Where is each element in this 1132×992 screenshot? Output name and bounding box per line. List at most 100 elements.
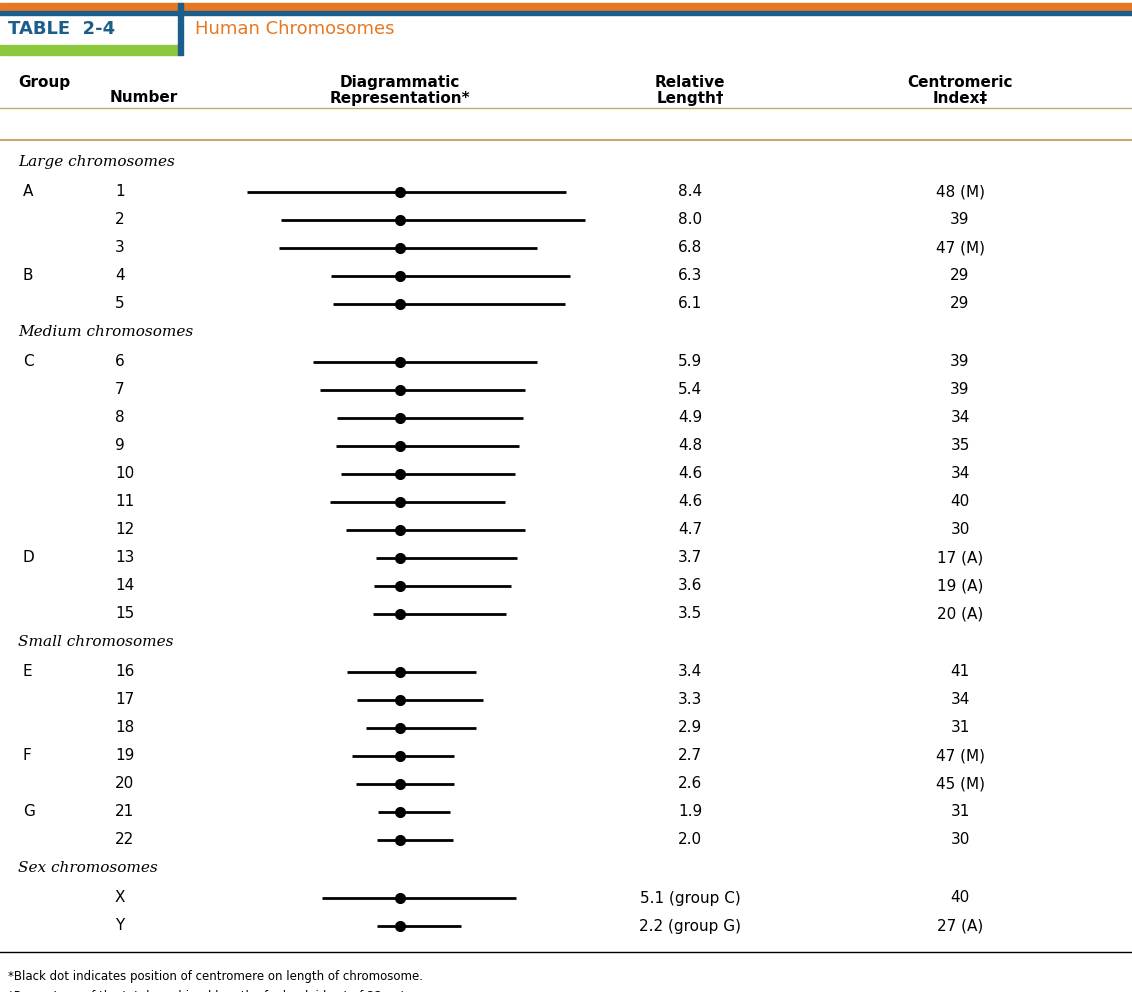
Text: 11: 11 <box>115 494 135 510</box>
Text: 40: 40 <box>951 891 970 906</box>
Text: 12: 12 <box>115 523 135 538</box>
Text: Centromeric: Centromeric <box>907 75 1013 90</box>
Text: 19: 19 <box>115 749 135 764</box>
Text: 2.7: 2.7 <box>678 749 702 764</box>
Text: X: X <box>115 891 126 906</box>
Text: 45 (M): 45 (M) <box>935 777 985 792</box>
Text: *Black dot indicates position of centromere on length of chromosome.: *Black dot indicates position of centrom… <box>8 970 423 983</box>
Text: 30: 30 <box>950 523 970 538</box>
Text: 34: 34 <box>950 411 970 426</box>
Text: 10: 10 <box>115 466 135 481</box>
Text: 47 (M): 47 (M) <box>935 749 985 764</box>
Text: 2.9: 2.9 <box>678 720 702 735</box>
Text: 17: 17 <box>115 692 135 707</box>
Text: TABLE  2-4: TABLE 2-4 <box>8 20 115 38</box>
Text: 31: 31 <box>950 805 970 819</box>
Text: 5: 5 <box>115 297 125 311</box>
Text: 48 (M): 48 (M) <box>935 185 985 199</box>
Text: C: C <box>23 354 34 369</box>
Text: 6.3: 6.3 <box>678 269 702 284</box>
Text: 6: 6 <box>115 354 125 369</box>
Text: 29: 29 <box>950 297 970 311</box>
Text: 47 (M): 47 (M) <box>935 240 985 256</box>
Text: Representation*: Representation* <box>329 91 470 106</box>
Text: 7: 7 <box>115 383 125 398</box>
Text: 21: 21 <box>115 805 135 819</box>
Text: 35: 35 <box>950 438 970 453</box>
Text: 1: 1 <box>115 185 125 199</box>
Text: 40: 40 <box>951 494 970 510</box>
Text: 4.6: 4.6 <box>678 466 702 481</box>
Text: 13: 13 <box>115 551 135 565</box>
Bar <box>0 45 178 51</box>
Text: 9: 9 <box>115 438 125 453</box>
Text: 6.8: 6.8 <box>678 240 702 256</box>
Text: 34: 34 <box>950 692 970 707</box>
Text: 27 (A): 27 (A) <box>937 919 983 933</box>
Text: 18: 18 <box>115 720 135 735</box>
Text: 4.8: 4.8 <box>678 438 702 453</box>
Text: 2.2 (group G): 2.2 (group G) <box>638 919 741 933</box>
Text: B: B <box>23 269 34 284</box>
Text: D: D <box>23 551 35 565</box>
Text: 8.0: 8.0 <box>678 212 702 227</box>
Bar <box>178 3 183 55</box>
Text: 41: 41 <box>951 665 970 680</box>
Text: 4.7: 4.7 <box>678 523 702 538</box>
Text: 22: 22 <box>115 832 135 847</box>
Text: 8.4: 8.4 <box>678 185 702 199</box>
Text: Group: Group <box>18 75 70 90</box>
Text: 14: 14 <box>115 578 135 593</box>
Text: Relative: Relative <box>654 75 726 90</box>
Text: 39: 39 <box>950 212 970 227</box>
Text: 30: 30 <box>950 832 970 847</box>
Text: 5.4: 5.4 <box>678 383 702 398</box>
Text: A: A <box>23 185 33 199</box>
Bar <box>0 11 1132 15</box>
Text: 3.3: 3.3 <box>678 692 702 707</box>
Text: 5.1 (group C): 5.1 (group C) <box>640 891 740 906</box>
Text: 3.5: 3.5 <box>678 606 702 622</box>
Text: 6.1: 6.1 <box>678 297 702 311</box>
Text: 2: 2 <box>115 212 125 227</box>
Text: 8: 8 <box>115 411 125 426</box>
Text: 20: 20 <box>115 777 135 792</box>
Text: 2.0: 2.0 <box>678 832 702 847</box>
Text: 20 (A): 20 (A) <box>937 606 983 622</box>
Text: †Percentage of the total combined length of a haploid set of 22 autosomes.: †Percentage of the total combined length… <box>8 990 454 992</box>
Text: 16: 16 <box>115 665 135 680</box>
Text: 29: 29 <box>950 269 970 284</box>
Text: 5.9: 5.9 <box>678 354 702 369</box>
Text: Y: Y <box>115 919 125 933</box>
Text: F: F <box>23 749 32 764</box>
Text: Human Chromosomes: Human Chromosomes <box>195 20 394 38</box>
Text: Number: Number <box>110 90 178 105</box>
Text: 4.6: 4.6 <box>678 494 702 510</box>
Text: G: G <box>23 805 35 819</box>
Text: 3.6: 3.6 <box>678 578 702 593</box>
Text: Large chromosomes: Large chromosomes <box>18 155 174 169</box>
Text: Length†: Length† <box>657 91 723 106</box>
Text: Index‡: Index‡ <box>933 91 987 106</box>
Text: Medium chromosomes: Medium chromosomes <box>18 325 194 339</box>
Text: Diagrammatic: Diagrammatic <box>340 75 461 90</box>
Text: 2.6: 2.6 <box>678 777 702 792</box>
Bar <box>0 51 178 55</box>
Text: 17 (A): 17 (A) <box>937 551 983 565</box>
Text: 1.9: 1.9 <box>678 805 702 819</box>
Text: 3: 3 <box>115 240 125 256</box>
Text: Sex chromosomes: Sex chromosomes <box>18 861 157 875</box>
Text: 39: 39 <box>950 383 970 398</box>
Text: 19 (A): 19 (A) <box>937 578 984 593</box>
Text: Small chromosomes: Small chromosomes <box>18 635 173 649</box>
Text: 15: 15 <box>115 606 135 622</box>
Text: 4: 4 <box>115 269 125 284</box>
Text: 39: 39 <box>950 354 970 369</box>
Text: 4.9: 4.9 <box>678 411 702 426</box>
Text: 31: 31 <box>950 720 970 735</box>
Text: 3.4: 3.4 <box>678 665 702 680</box>
Text: E: E <box>23 665 33 680</box>
Text: 34: 34 <box>950 466 970 481</box>
Bar <box>0 3 1132 11</box>
Text: 3.7: 3.7 <box>678 551 702 565</box>
